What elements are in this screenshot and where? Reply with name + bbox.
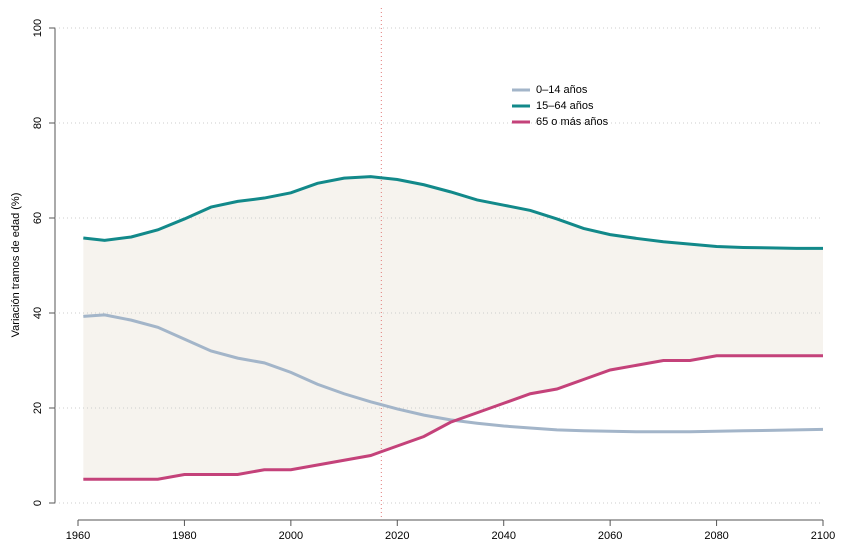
x-tick-label: 1960 [66, 530, 90, 542]
y-axis-label: Variación tramos de edad (%) [10, 193, 22, 338]
legend-label: 0–14 años [536, 84, 588, 96]
x-tick-label: 2020 [385, 530, 409, 542]
x-tick-label: 2080 [704, 530, 728, 542]
legend-label: 65 o más años [536, 116, 609, 128]
x-tick-label: 2060 [598, 530, 622, 542]
x-tick-label: 2100 [811, 530, 835, 542]
y-tick-label: 0 [32, 500, 44, 506]
y-tick-label: 100 [32, 19, 44, 37]
x-tick-label: 2000 [279, 530, 303, 542]
x-tick-label: 1980 [172, 530, 196, 542]
series-line [83, 313, 824, 434]
y-tick-label: 60 [32, 212, 44, 224]
x-tick-label: 2040 [491, 530, 515, 542]
series-line [83, 354, 823, 481]
legend-label: 15–64 años [536, 100, 594, 112]
y-tick-label: 20 [32, 402, 44, 414]
shaded-area [83, 176, 824, 480]
series-line [83, 175, 823, 250]
y-tick-label: 40 [32, 307, 44, 319]
y-tick-label: 80 [32, 117, 44, 129]
